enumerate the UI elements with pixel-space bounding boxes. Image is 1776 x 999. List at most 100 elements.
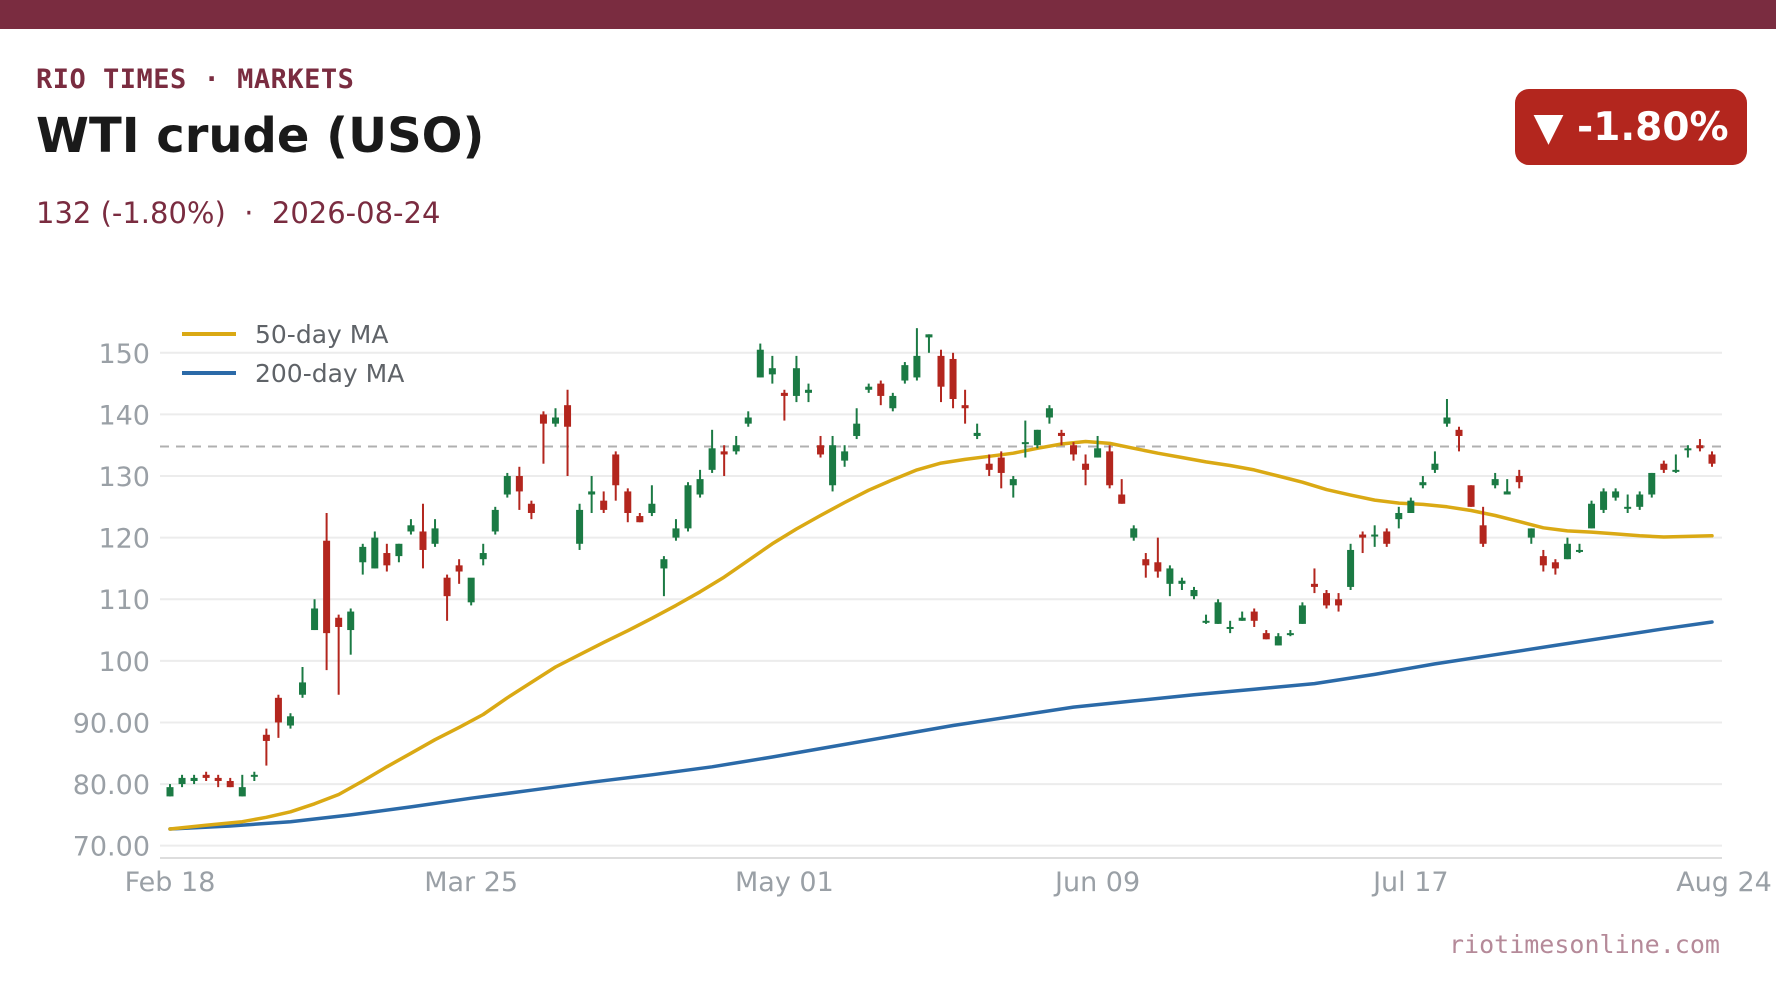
candle-body — [479, 553, 487, 560]
candle-body — [973, 432, 981, 436]
source-footer: riotimesonline.com — [1449, 930, 1720, 959]
y-tick-label: 130 — [98, 462, 150, 493]
candle-body — [865, 386, 873, 390]
candle-body — [166, 787, 174, 797]
candle-body — [1238, 617, 1246, 621]
candle-body — [1214, 602, 1222, 624]
candle-body — [539, 414, 547, 424]
candle-body — [1359, 534, 1367, 538]
candle-body — [600, 500, 608, 510]
candle-body — [660, 559, 668, 569]
candle-body — [274, 697, 282, 723]
candle-body — [1094, 448, 1102, 458]
candle-body — [1600, 491, 1608, 510]
candle-body — [588, 491, 596, 495]
y-tick-label: 80.00 — [73, 770, 150, 801]
candle-body — [335, 617, 343, 627]
candle-body — [1347, 549, 1355, 587]
candle-body — [552, 417, 559, 424]
candle-body — [1455, 429, 1463, 436]
candle-body — [1467, 485, 1475, 507]
candle-body — [1696, 445, 1704, 449]
x-tick-label: Jun 09 — [1053, 867, 1140, 898]
candle-body — [395, 543, 403, 557]
candle-body — [1045, 408, 1053, 418]
candle-body — [768, 368, 776, 375]
candle-body — [1588, 503, 1596, 529]
candle-body — [576, 509, 584, 544]
candle-body — [1262, 633, 1270, 640]
candle-body — [383, 553, 391, 566]
candle-body — [720, 451, 728, 455]
candle-body — [648, 503, 656, 513]
candle-body — [744, 417, 752, 424]
candle-body — [696, 479, 704, 495]
grid-lines — [160, 351, 1722, 847]
candle-body — [347, 611, 355, 631]
candle-body — [491, 509, 499, 532]
candle-body — [1070, 445, 1078, 455]
candle-body — [455, 565, 463, 572]
candle-body — [949, 358, 957, 400]
candle-body — [1575, 549, 1583, 552]
candle-body — [1323, 593, 1330, 606]
x-tick-label: Aug 24 — [1676, 867, 1772, 898]
candle-body — [431, 528, 439, 544]
candle-body — [636, 516, 644, 523]
candle-body — [311, 608, 319, 631]
candle-body — [684, 485, 692, 529]
candle-body — [323, 540, 331, 634]
candle-body — [443, 577, 451, 597]
y-tick-label: 140 — [98, 400, 150, 431]
candle-body — [1118, 494, 1126, 504]
candle-body — [913, 355, 921, 378]
candle-body — [780, 392, 788, 396]
candle-body — [612, 454, 620, 486]
candle-body — [1057, 432, 1065, 436]
candle-body — [1527, 528, 1535, 538]
y-tick-label: 150 — [98, 339, 150, 370]
candle-body — [1636, 494, 1644, 507]
y-tick-label: 100 — [98, 647, 150, 678]
x-tick-label: May 01 — [735, 867, 834, 898]
candle-body — [1286, 633, 1294, 636]
candle-body — [1479, 525, 1487, 544]
x-tick-label: Jul 17 — [1371, 867, 1449, 898]
candle-body — [1563, 543, 1571, 560]
candle-body — [937, 355, 945, 387]
candle-body — [527, 503, 535, 513]
candle-body — [1551, 562, 1559, 569]
candle-body — [1395, 512, 1403, 520]
y-tick-label: 120 — [98, 524, 150, 555]
candle-body — [1612, 491, 1620, 498]
legend: 50-day MA 200-day MA — [182, 320, 404, 388]
x-tick-label: Mar 25 — [424, 867, 518, 898]
candle-body — [359, 546, 367, 563]
candle-body — [817, 445, 825, 455]
candle-body — [985, 463, 993, 470]
candle-body — [515, 476, 523, 492]
candle-body — [1166, 568, 1174, 584]
candle-body — [1154, 562, 1162, 572]
candle-body — [997, 457, 1005, 473]
candle-body — [1684, 448, 1692, 451]
y-axis: 70.00 80.00 90.00 100 110 120 130 140 150 — [73, 339, 150, 863]
candle-body — [1335, 599, 1343, 606]
candle-body — [1142, 559, 1150, 566]
legend-label-ma50: 50-day MA — [255, 320, 388, 349]
candle-body — [1274, 636, 1282, 646]
change-badge: ▼ -1.80% — [1515, 89, 1747, 165]
candle-body — [564, 405, 572, 427]
ma50-group — [168, 439, 1714, 831]
candle-body — [1503, 491, 1511, 495]
ma50-line — [168, 439, 1714, 831]
ma200-line — [168, 620, 1714, 831]
candle-body — [1009, 479, 1017, 486]
y-tick-label: 70.00 — [73, 832, 150, 863]
candle-body — [1082, 463, 1090, 470]
candle-body — [708, 448, 716, 470]
candle-body — [624, 491, 632, 513]
legend-label-ma200: 200-day MA — [255, 359, 404, 388]
candle-body — [1310, 583, 1318, 587]
